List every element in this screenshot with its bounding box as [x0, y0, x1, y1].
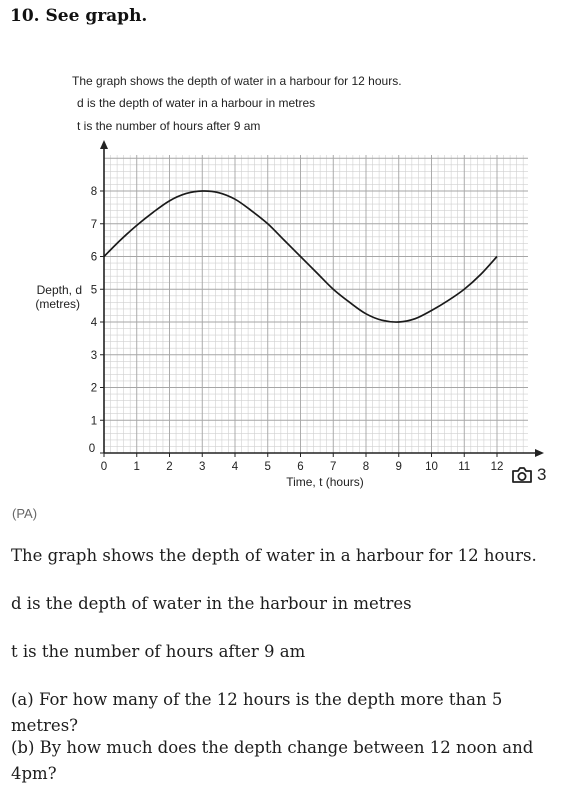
graph-figure: The graph shows the depth of water in a … — [0, 60, 572, 500]
y-tick-label: 8 — [91, 186, 97, 198]
caption-line-1: The graph shows the depth of water in a … — [72, 74, 402, 88]
x-tick-label: 11 — [458, 461, 470, 473]
y-tick-label: 4 — [91, 317, 98, 329]
image-credit: (PA) — [12, 506, 38, 521]
x-tick-label: 8 — [363, 461, 369, 473]
chart-grid — [103, 155, 528, 454]
x-tick-label: 9 — [396, 461, 402, 473]
y-axis-label-line-1: Depth, d — [37, 283, 82, 297]
chart-axes — [100, 140, 544, 457]
y-tick-label: 6 — [91, 252, 97, 264]
x-axis-arrow — [535, 449, 544, 457]
question-b: (b) By how much does the depth change be… — [11, 738, 534, 783]
y-tick-label: 0 — [89, 443, 95, 455]
x-tick-label: 2 — [166, 461, 172, 473]
paragraph-d-definition: d is the depth of water in the harbour i… — [11, 594, 412, 613]
question-heading: 10. See graph. — [10, 6, 148, 26]
y-tick-label: 3 — [91, 350, 97, 362]
x-axis-label: Time, t (hours) — [286, 475, 364, 489]
x-tick-label: 10 — [425, 461, 438, 473]
y-axis-arrow — [100, 140, 108, 149]
gallery-count: 3 — [537, 465, 547, 484]
y-tick-label: 7 — [91, 219, 97, 231]
y-tick-label: 2 — [91, 383, 97, 395]
camera-icon — [512, 467, 532, 483]
x-tick-label: 1 — [134, 461, 140, 473]
x-tick-label: 6 — [297, 461, 303, 473]
x-tick-label: 3 — [199, 461, 205, 473]
paragraph-t-definition: t is the number of hours after 9 am — [11, 642, 306, 661]
question-a: (a) For how many of the 12 hours is the … — [11, 690, 503, 735]
depth-series-line — [103, 190, 498, 323]
x-tick-label: 0 — [101, 461, 107, 473]
y-axis-label-line-2: (metres) — [35, 297, 80, 311]
caption-line-2: d is the depth of water in a harbour in … — [77, 96, 315, 110]
y-tick-label: 1 — [91, 415, 97, 427]
caption-line-3: t is the number of hours after 9 am — [77, 119, 260, 133]
photo-gallery-button[interactable]: 3 — [511, 462, 546, 488]
x-tick-label: 5 — [265, 461, 271, 473]
x-tick-label: 7 — [330, 461, 336, 473]
x-tick-label: 4 — [232, 461, 239, 473]
paragraph-intro: The graph shows the depth of water in a … — [11, 546, 537, 565]
depth-chart: The graph shows the depth of water in a … — [35, 74, 544, 489]
y-tick-label: 5 — [91, 284, 97, 296]
x-tick-label: 12 — [491, 461, 504, 473]
